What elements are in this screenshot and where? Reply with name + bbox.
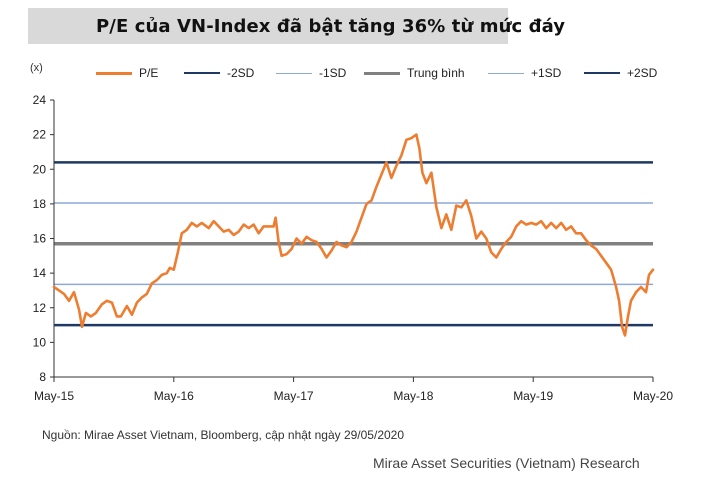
x-tick-label: May-18	[393, 389, 433, 403]
x-tick-label: May-16	[154, 389, 194, 403]
series-line-pe	[52, 133, 655, 337]
y-tick-label: 8	[39, 370, 46, 384]
x-tick-label: May-17	[274, 389, 314, 403]
legend-label-minus-1sd: -1SD	[319, 66, 347, 80]
legend-item-plus-2sd: +2SD	[584, 66, 657, 80]
legend-swatch-minus-2sd	[184, 72, 220, 74]
y-tick-label: 18	[33, 197, 47, 211]
y-tick-label: 14	[33, 266, 47, 280]
x-tick-label: May-15	[34, 389, 74, 403]
y-tick-label: 20	[33, 162, 47, 176]
legend-item-minus-1sd: -1SD	[276, 66, 346, 80]
legend-swatch-plus-2sd	[584, 72, 620, 74]
legend-label-minus-2sd: -2SD	[227, 66, 255, 80]
legend-label-plus-2sd: +2SD	[627, 66, 658, 80]
legend-swatch-plus-1sd	[488, 72, 524, 74]
legend-swatch-mean	[364, 71, 400, 75]
y-tick-label: 24	[33, 93, 47, 107]
brand-footer: Mirae Asset Securities (Vietnam) Researc…	[373, 455, 640, 471]
y-axis-unit: (x)	[30, 62, 43, 74]
x-tick-label: May-20	[633, 389, 673, 403]
x-tick-label: May-19	[513, 389, 553, 403]
y-tick-label: 16	[33, 232, 47, 246]
y-tick-label: 12	[33, 301, 47, 315]
legend-item-mean: Trung bình	[364, 66, 465, 80]
legend-label-pe: P/E	[139, 66, 159, 80]
legend-swatch-pe	[96, 71, 132, 75]
title-banner	[28, 8, 508, 44]
legend-item-pe: P/E	[96, 66, 158, 80]
legend-label-mean: Trung bình	[407, 66, 465, 80]
legend-item-minus-2sd: -2SD	[184, 66, 254, 80]
y-tick-label: 10	[33, 335, 47, 349]
y-tick-label: 22	[33, 128, 47, 142]
chart-title: P/E của VN-Index đã bật tăng 36% từ mức …	[96, 16, 566, 37]
legend-label-plus-1sd: +1SD	[531, 66, 562, 80]
source-note: Nguồn: Mirae Asset Vietnam, Bloomberg, c…	[42, 428, 405, 442]
legend-item-plus-1sd: +1SD	[488, 66, 561, 80]
legend-swatch-minus-1sd	[276, 72, 312, 74]
